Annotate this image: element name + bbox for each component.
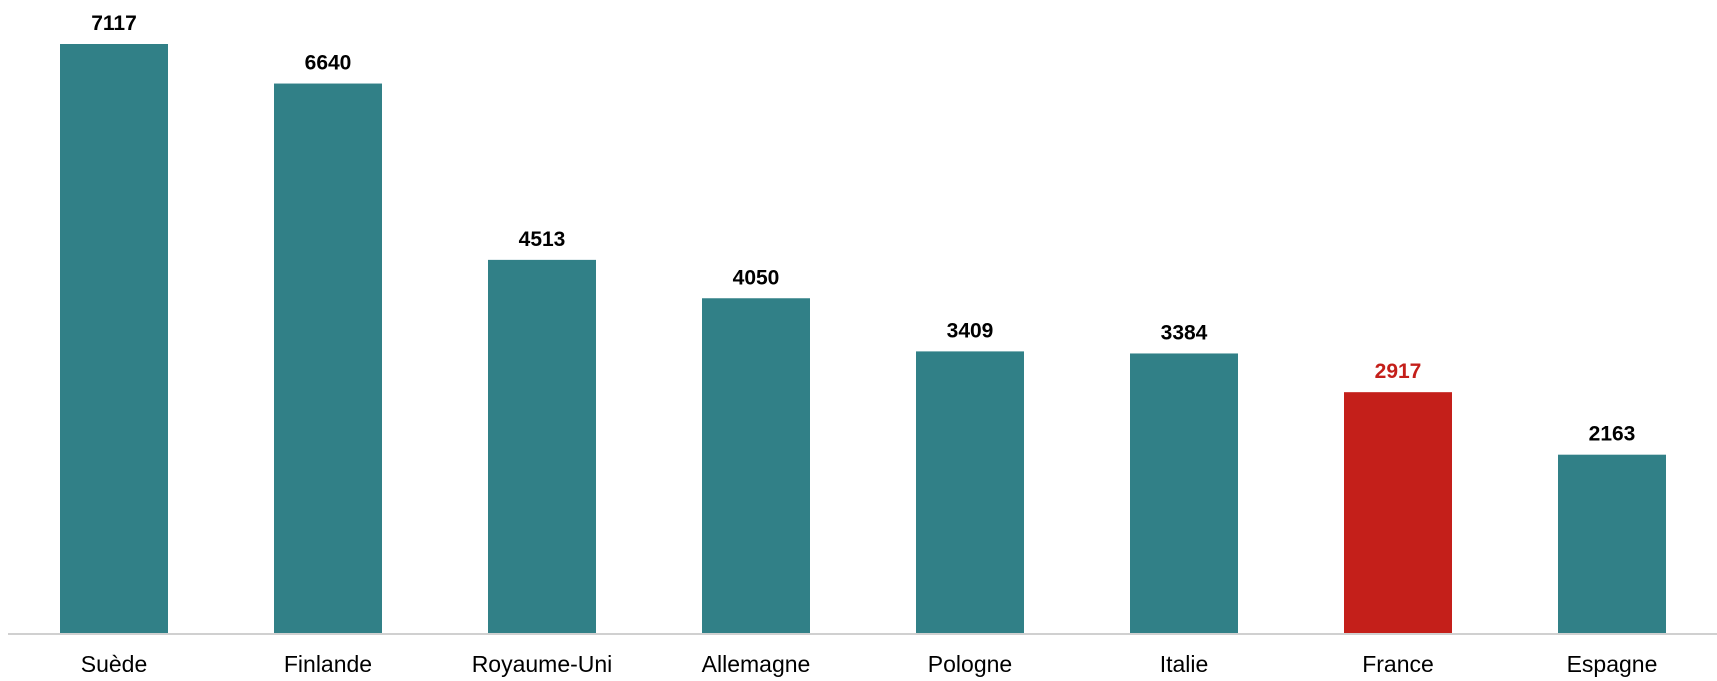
value-label-suede: 7117 [91, 12, 137, 35]
bar-espagne [1558, 454, 1666, 634]
category-label-espagne: Espagne [1567, 651, 1658, 677]
bar-italie [1130, 353, 1238, 634]
category-label-finlande: Finlande [284, 651, 372, 677]
category-label-royaume-uni: Royaume-Uni [472, 651, 613, 677]
category-label-france: France [1362, 651, 1434, 677]
value-label-finlande: 6640 [305, 52, 352, 75]
bar-france [1344, 392, 1452, 634]
category-labels-group: Suède Finlande Royaume-Uni Allemagne Pologne… [81, 651, 1658, 677]
category-label-italie: Italie [1160, 651, 1209, 677]
bar-allemagne [702, 298, 810, 634]
value-label-allemagne: 4050 [733, 266, 780, 289]
value-label-pologne: 3409 [947, 319, 994, 342]
value-labels-group: 7117 6640 4513 4050 3409 3384 2917 2163 [91, 12, 1635, 446]
bar-pologne [916, 351, 1024, 634]
value-label-italie: 3384 [1161, 321, 1208, 344]
bar-finlande [274, 83, 382, 635]
value-label-france: 2917 [1375, 360, 1422, 383]
category-label-pologne: Pologne [928, 651, 1012, 677]
category-label-allemagne: Allemagne [702, 651, 811, 677]
category-label-suede: Suède [81, 651, 148, 677]
value-label-royaume-uni: 4513 [519, 228, 566, 251]
bar-royaume-uni [488, 259, 596, 634]
bars-group [60, 44, 1666, 635]
value-label-espagne: 2163 [1589, 423, 1636, 446]
bar-suede [60, 44, 168, 634]
